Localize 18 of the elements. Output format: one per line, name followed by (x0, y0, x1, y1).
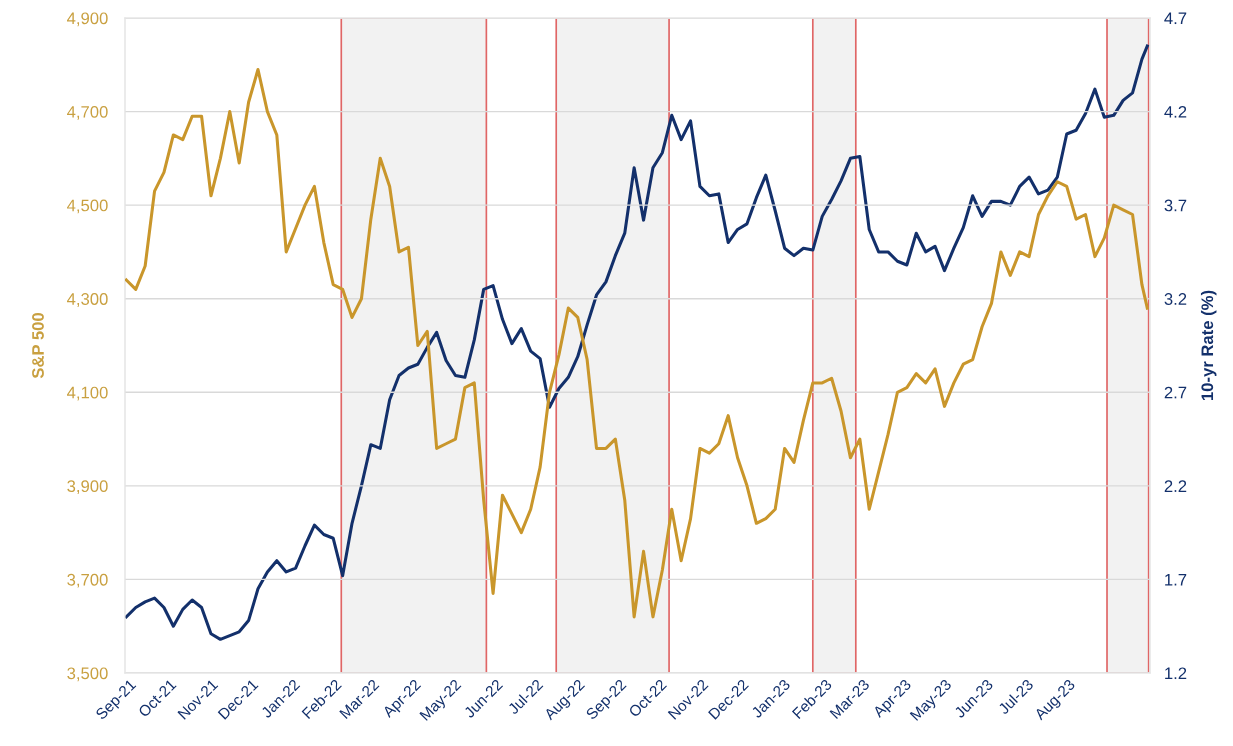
y-tick-label: 4,300 (67, 293, 108, 307)
y2-axis-title: 10-yr Rate (%) (1200, 290, 1217, 401)
y2-tick-label: 3.7 (1164, 199, 1187, 212)
y-tick-label: 4,500 (67, 199, 108, 214)
y-tick-label: 3,700 (67, 573, 108, 588)
y2-tick-label: 3.2 (1164, 293, 1187, 305)
y-tick-label: 3,500 (67, 667, 108, 682)
y-tick-label: 3,900 (67, 480, 108, 495)
y-tick-label: 4,100 (67, 386, 108, 401)
y-axis-title: S&P 500 (32, 312, 44, 379)
y-tick-label: 4,900 (67, 12, 108, 27)
y2-tick-label: 4.7 (1164, 12, 1187, 25)
y-tick-label: 4,700 (67, 105, 108, 120)
y2-tick-label: 4.2 (1164, 105, 1187, 118)
y2-tick-label: 1.7 (1165, 574, 1187, 586)
y2-tick-label: 1.2 (1165, 667, 1187, 680)
y2-tick-label: 2.2 (1164, 480, 1187, 492)
y2-tick-label: 2.7 (1164, 386, 1187, 399)
